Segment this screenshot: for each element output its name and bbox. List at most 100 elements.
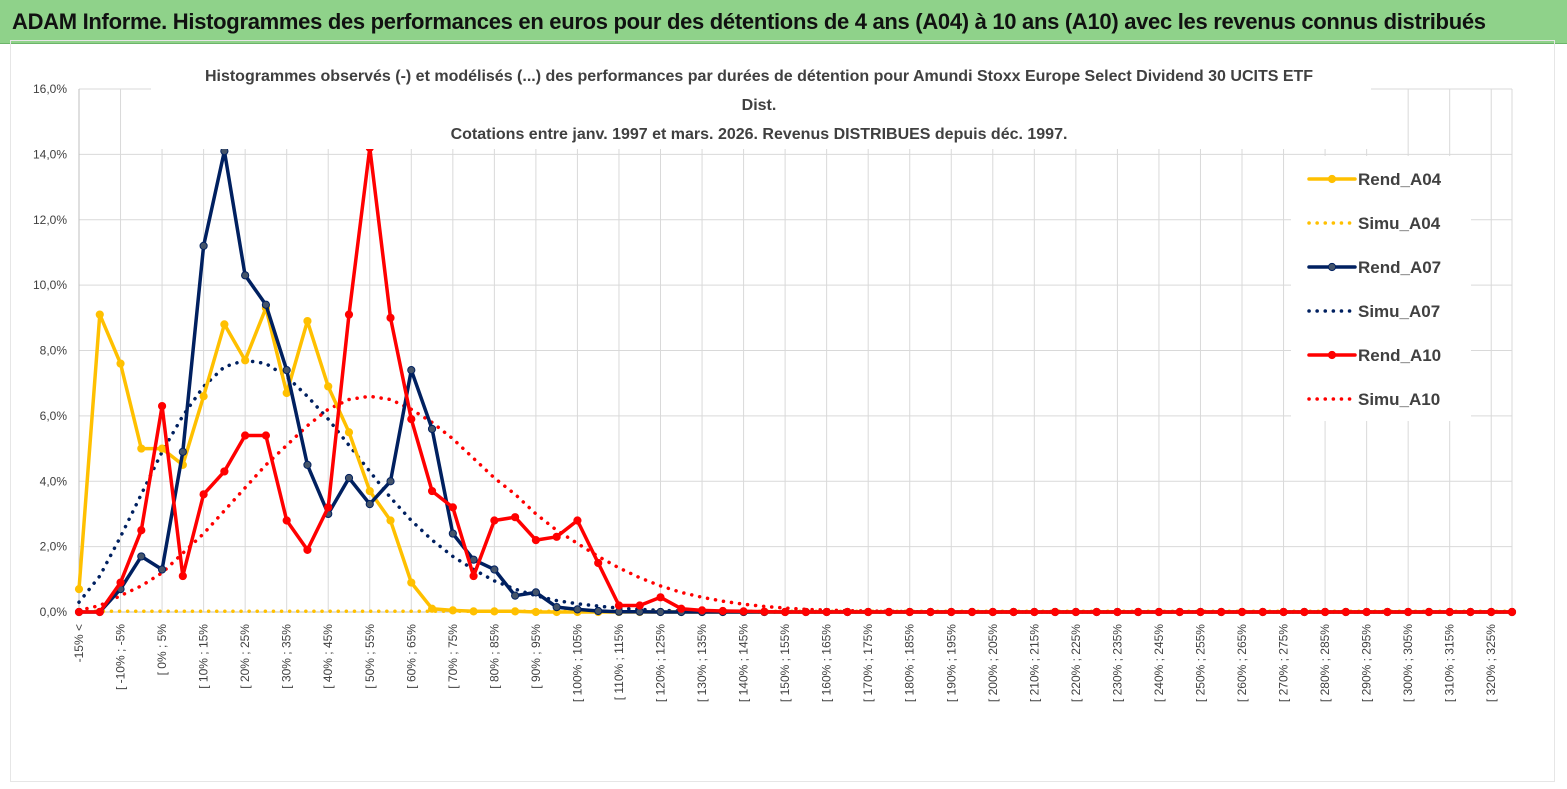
data-point-rend-a10 bbox=[864, 607, 873, 617]
data-point-rend-a04 bbox=[137, 444, 146, 453]
data-point-rend-a07 bbox=[511, 591, 520, 600]
y-tick-label: 4,0% bbox=[40, 474, 68, 488]
x-tick-label: [ 230% ; 235% bbox=[1110, 624, 1124, 702]
data-point-rend-a10 bbox=[303, 545, 312, 554]
x-tick-label: [ 120% ; 125% bbox=[654, 624, 668, 702]
x-tick-label: [ 240% ; 245% bbox=[1152, 624, 1166, 702]
data-point-rend-a07 bbox=[573, 605, 582, 614]
data-point-rend-a10 bbox=[1071, 607, 1080, 617]
data-point-rend-a10 bbox=[1051, 607, 1060, 617]
chart-title-line-2: Dist. bbox=[742, 97, 777, 114]
data-point-rend-a10 bbox=[95, 607, 104, 617]
data-point-rend-a10 bbox=[760, 607, 769, 616]
x-tick-label: [ 200% ; 205% bbox=[986, 624, 1000, 702]
x-tick-label: [ 170% ; 175% bbox=[861, 624, 875, 702]
histogram-chart: 0,0% 2,0% 4,0% 6,0% 8,0% 10,0% 12,0% 14,0% 16,0%… bbox=[33, 53, 1517, 702]
data-point-rend-a10 bbox=[1175, 607, 1184, 617]
data-point-rend-a10 bbox=[137, 526, 146, 535]
data-point-rend-a10 bbox=[157, 401, 167, 411]
y-tick-label: 0,0% bbox=[40, 605, 68, 619]
data-point-rend-a07 bbox=[199, 241, 208, 250]
data-point-rend-a07 bbox=[427, 424, 437, 434]
data-point-rend-a10 bbox=[988, 607, 997, 617]
x-tick-label: [ 10% ; 15% bbox=[197, 624, 211, 689]
series-lines bbox=[74, 143, 1517, 617]
data-point-rend-a10 bbox=[178, 571, 187, 581]
x-tick-label: [ 60% ; 65% bbox=[404, 624, 418, 689]
x-tick-label: [ 270% ; 275% bbox=[1277, 624, 1291, 702]
data-point-rend-a10 bbox=[261, 431, 271, 440]
x-tick-label: [ 140% ; 145% bbox=[737, 624, 751, 702]
data-point-rend-a10 bbox=[1424, 607, 1434, 617]
legend-marker bbox=[1327, 262, 1337, 272]
data-point-rend-a10 bbox=[220, 467, 229, 476]
data-point-rend-a10 bbox=[1487, 607, 1496, 617]
data-point-rend-a10 bbox=[967, 607, 977, 617]
x-tick-label: [ 160% ; 165% bbox=[820, 624, 834, 702]
data-point-rend-a10 bbox=[448, 503, 457, 512]
data-point-rend-a10 bbox=[947, 607, 956, 617]
data-point-rend-a10 bbox=[490, 516, 499, 525]
data-point-rend-a07 bbox=[407, 366, 416, 375]
x-tick-label: [ 20% ; 25% bbox=[238, 624, 252, 689]
x-tick-label: [ 290% ; 295% bbox=[1360, 624, 1374, 702]
data-point-rend-a07 bbox=[552, 602, 561, 612]
data-point-rend-a10 bbox=[386, 313, 395, 322]
legend-label-simu-a07: Simu_A07 bbox=[1358, 302, 1440, 321]
y-tick-label: 6,0% bbox=[40, 409, 68, 423]
data-point-rend-a10 bbox=[614, 601, 624, 610]
series-line-simu-a07 bbox=[77, 358, 1514, 614]
chart-frame: 0,0% 2,0% 4,0% 6,0% 8,0% 10,0% 12,0% 14,0% 16,0%… bbox=[10, 40, 1555, 782]
data-point-rend-a10 bbox=[573, 516, 582, 525]
y-axis-tick-labels: 0,0% 2,0% 4,0% 6,0% 8,0% 10,0% 12,0% 14,0% 16,0% bbox=[33, 82, 67, 619]
legend: Rend_A04 Simu_A04 Rend_A07 Simu_A07 Rend_A10… bbox=[1291, 156, 1471, 421]
data-point-rend-a07 bbox=[261, 300, 271, 309]
data-point-rend-a07 bbox=[594, 606, 603, 616]
data-point-rend-a07 bbox=[448, 529, 457, 538]
data-point-rend-a10 bbox=[1362, 607, 1371, 617]
data-point-rend-a04 bbox=[95, 310, 104, 319]
data-point-rend-a10 bbox=[718, 606, 727, 616]
data-point-rend-a10 bbox=[1341, 607, 1350, 617]
y-tick-label: 10,0% bbox=[33, 278, 67, 292]
data-point-rend-a10 bbox=[344, 310, 354, 319]
y-tick-label: 8,0% bbox=[40, 344, 68, 358]
data-point-rend-a10 bbox=[843, 607, 852, 617]
data-point-rend-a10 bbox=[1009, 607, 1018, 617]
report-banner: ADAM Informe. Histogrammes des performan… bbox=[0, 0, 1567, 44]
y-tick-label: 14,0% bbox=[33, 147, 67, 161]
data-point-rend-a10 bbox=[116, 578, 125, 587]
x-axis-tick-labels: -15% < [ -10% ; -5% [ 0% ; 5% [ 10% ; 15% [ … bbox=[72, 624, 1498, 702]
chart-title: Histogrammes observés (-) et modélisés (… bbox=[151, 53, 1371, 149]
data-point-rend-a10 bbox=[801, 607, 810, 617]
x-tick-label: -15% < bbox=[72, 624, 86, 662]
data-point-rend-a10 bbox=[74, 607, 84, 617]
series-line-rend-a10 bbox=[77, 146, 1514, 614]
data-point-rend-a04 bbox=[199, 392, 208, 401]
legend-marker bbox=[1327, 174, 1337, 184]
chart-title-line-1: Histogrammes observés (-) et modélisés (… bbox=[205, 68, 1313, 85]
data-point-rend-a04 bbox=[220, 320, 229, 329]
data-point-rend-a04 bbox=[74, 585, 84, 594]
data-point-rend-a10 bbox=[1134, 607, 1143, 617]
data-point-rend-a10 bbox=[427, 486, 437, 496]
x-tick-label: [ 130% ; 135% bbox=[695, 624, 709, 702]
x-tick-label: [ 210% ; 215% bbox=[1027, 624, 1041, 702]
data-point-rend-a10 bbox=[324, 503, 333, 512]
x-tick-label: [ 90% ; 95% bbox=[529, 624, 543, 689]
x-tick-label: [ -10% ; -5% bbox=[114, 624, 128, 690]
data-point-rend-a04 bbox=[427, 604, 437, 613]
data-point-rend-a07 bbox=[178, 447, 187, 456]
title-background bbox=[151, 53, 1371, 149]
data-point-rend-a04 bbox=[241, 356, 250, 365]
x-tick-label: [ 250% ; 255% bbox=[1193, 624, 1207, 702]
data-point-rend-a10 bbox=[822, 607, 831, 617]
data-point-rend-a10 bbox=[1383, 607, 1392, 617]
x-tick-label: [ 70% ; 75% bbox=[446, 624, 460, 689]
legend-marker bbox=[1327, 350, 1337, 360]
data-point-rend-a10 bbox=[1300, 607, 1309, 617]
chart-title-line-3: Cotations entre janv. 1997 et mars. 2026… bbox=[451, 126, 1068, 143]
data-point-rend-a04 bbox=[116, 359, 125, 368]
data-point-rend-a04 bbox=[386, 516, 395, 525]
data-point-rend-a04 bbox=[303, 316, 312, 326]
